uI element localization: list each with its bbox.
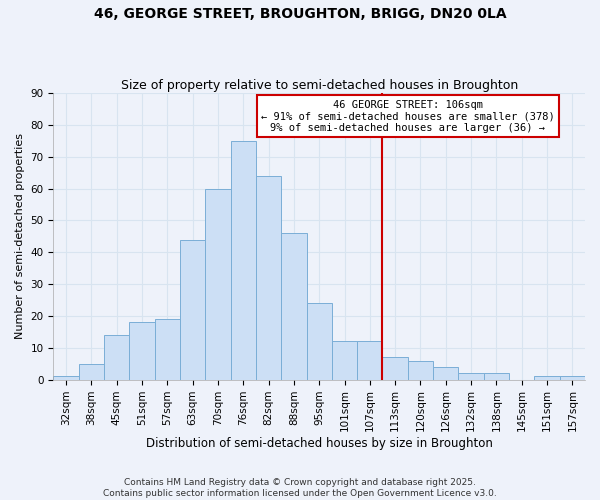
Text: 46 GEORGE STREET: 106sqm
← 91% of semi-detached houses are smaller (378)
9% of s: 46 GEORGE STREET: 106sqm ← 91% of semi-d… — [261, 100, 554, 132]
Bar — [155, 319, 180, 380]
Bar — [130, 322, 155, 380]
Bar — [79, 364, 104, 380]
Bar — [433, 367, 458, 380]
Bar — [180, 240, 205, 380]
Bar — [104, 335, 130, 380]
Bar — [484, 373, 509, 380]
Text: 46, GEORGE STREET, BROUGHTON, BRIGG, DN20 0LA: 46, GEORGE STREET, BROUGHTON, BRIGG, DN2… — [94, 8, 506, 22]
Bar — [332, 342, 357, 380]
Y-axis label: Number of semi-detached properties: Number of semi-detached properties — [15, 134, 25, 340]
Bar — [281, 233, 307, 380]
Bar — [382, 358, 408, 380]
Bar — [560, 376, 585, 380]
Bar — [408, 360, 433, 380]
Bar — [535, 376, 560, 380]
Bar — [53, 376, 79, 380]
Text: Contains HM Land Registry data © Crown copyright and database right 2025.
Contai: Contains HM Land Registry data © Crown c… — [103, 478, 497, 498]
Bar — [205, 188, 230, 380]
Bar — [458, 373, 484, 380]
Bar — [307, 303, 332, 380]
Bar — [256, 176, 281, 380]
Bar — [357, 342, 382, 380]
Title: Size of property relative to semi-detached houses in Broughton: Size of property relative to semi-detach… — [121, 79, 518, 92]
X-axis label: Distribution of semi-detached houses by size in Broughton: Distribution of semi-detached houses by … — [146, 437, 493, 450]
Bar — [230, 141, 256, 380]
